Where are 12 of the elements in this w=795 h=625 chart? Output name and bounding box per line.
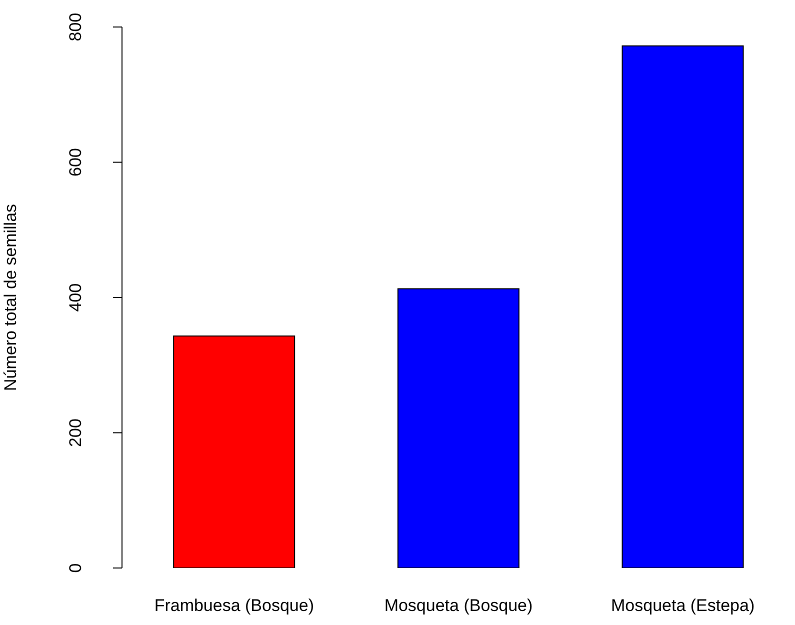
bar <box>173 336 296 568</box>
y-axis-title: Número total de semillas <box>1 204 20 392</box>
x-tick-label: Mosqueta (Bosque) <box>384 596 533 616</box>
x-tick-label: Mosqueta (Estepa) <box>611 596 755 616</box>
y-tick-label: 0 <box>66 563 85 573</box>
y-tick-label: 800 <box>66 12 85 42</box>
y-tick-label: 200 <box>66 418 85 447</box>
x-tick-label: Frambuesa (Bosque) <box>154 596 314 616</box>
y-tick-label: 400 <box>66 283 85 312</box>
bar <box>622 45 744 568</box>
bar <box>397 288 520 568</box>
y-tick-label: 600 <box>66 148 85 176</box>
